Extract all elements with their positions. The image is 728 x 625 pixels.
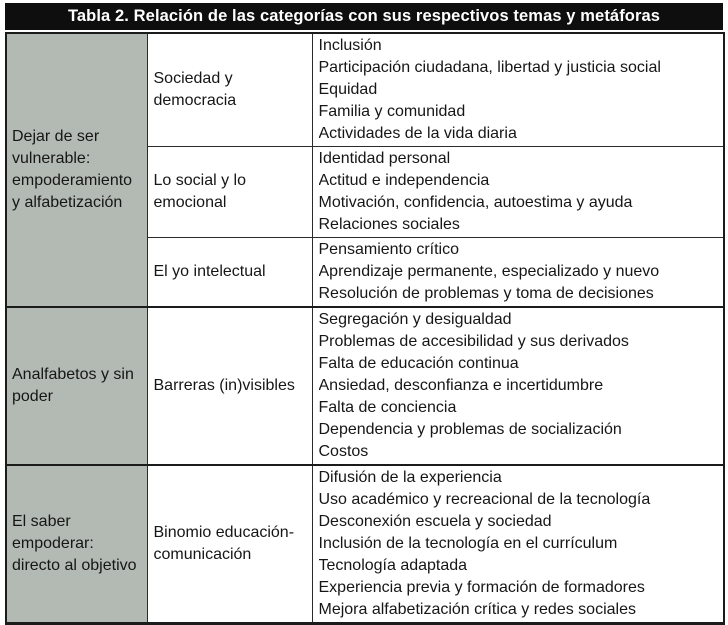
theme-item: Mejora alfabetización crítica y redes so… [318,601,636,618]
category-cell: El saber empoderar: directo al objetivo [5,464,148,624]
subcategory-cell: El yo intelectual [146,237,313,308]
theme-item: Aprendizaje permanente, especializado y … [318,263,660,280]
categories-table: Dejar de ser vulnerable: empoderamiento … [5,32,725,625]
themes-cell: Segregación y desigualdad Problemas de a… [311,306,725,466]
table-row: Dejar de ser vulnerable: empoderamiento … [5,32,725,308]
theme-item: Actitud e independencia [318,172,490,189]
table-row: Lo social y lo emocional Identidad perso… [6,146,725,238]
table-row: El saber empoderar: directo al objetivo … [5,464,725,624]
theme-item: Relaciones sociales [318,216,460,233]
themes-cell: Inclusión Participación ciudadana, liber… [311,32,725,147]
theme-item: Identidad personal [318,150,451,167]
subcategory-cell: Sociedad y democracia [146,32,313,147]
theme-item: Ansiedad, desconfianza e incertidumbre [318,377,604,394]
subcategory-cell: Binomio educación-comunicación [146,464,313,624]
table-row: Analfabetos y sin poder Barreras (in)vis… [5,306,725,466]
theme-item: Desconexión escuela y sociedad [318,513,552,530]
category-cell: Dejar de ser vulnerable: empoderamiento … [5,32,148,308]
theme-item: Experiencia previa y formación de formad… [318,579,645,596]
themes-cell: Difusión de la experiencia Uso académico… [311,464,725,624]
subcategory-cell: Lo social y lo emocional [146,146,313,238]
theme-item: Familia y comunidad [318,103,466,120]
subcategory-cell: Barreras (in)visibles [146,306,313,466]
themes-cell: Identidad personal Actitud e independenc… [311,146,725,238]
table-title: Tabla 2. Relación de las categorías con … [5,3,723,30]
theme-item: Motivación, confidencia, autoestima y ay… [318,194,633,211]
theme-item: Inclusión de la tecnología en el currícu… [318,535,618,552]
themes-cell: Pensamiento crítico Aprendizaje permanen… [311,237,725,308]
theme-item: Equidad [318,81,378,98]
theme-item: Tecnología adaptada [318,557,468,574]
category-cell: Analfabetos y sin poder [5,306,148,466]
theme-item: Resolución de problemas y toma de decisi… [318,285,654,302]
theme-item: Uso académico y recreacional de la tecno… [318,491,651,508]
theme-item: Dependencia y problemas de socialización [318,421,622,438]
theme-item: Segregación y desigualdad [318,311,512,328]
theme-item: Costos [318,443,369,460]
theme-item: Falta de educación continua [318,355,519,372]
theme-item: Problemas de accesibilidad y sus derivad… [318,333,629,350]
theme-item: Falta de conciencia [318,399,457,416]
theme-item: Inclusión [318,37,382,54]
theme-item: Participación ciudadana, libertad y just… [318,59,661,76]
theme-item: Pensamiento crítico [318,241,460,258]
table-row: El yo intelectual Pensamiento crítico Ap… [6,237,725,308]
theme-item: Actividades de la vida diaria [318,125,517,142]
theme-item: Difusión de la experiencia [318,469,502,486]
